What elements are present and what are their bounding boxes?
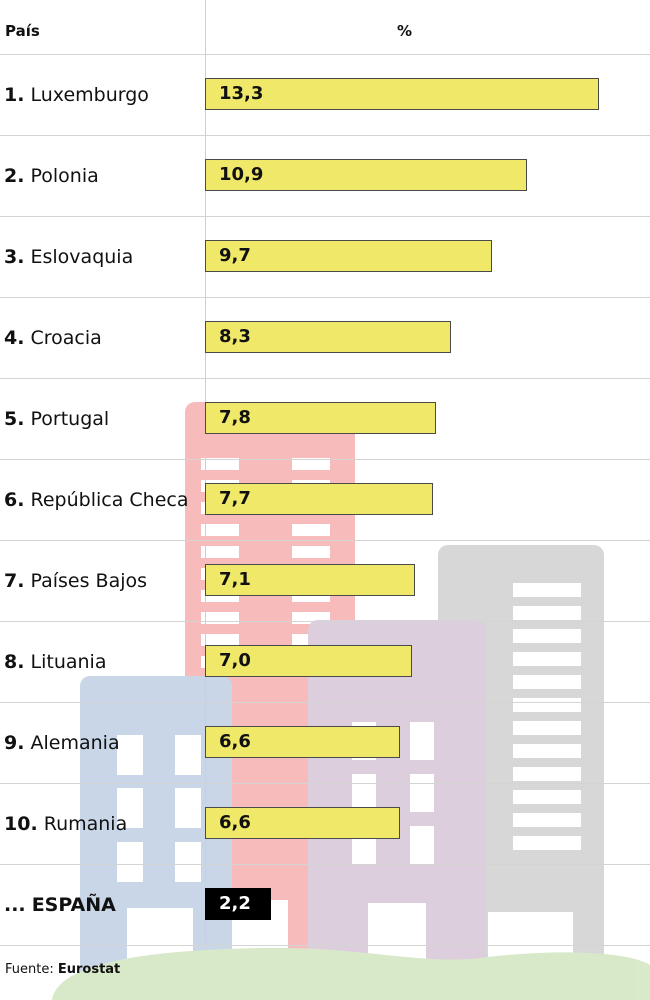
bar-highlight: 2,2 <box>205 888 271 920</box>
row-divider <box>0 378 650 379</box>
rank-label: 2. <box>4 165 25 187</box>
country-label: 4. Croacia <box>4 326 102 350</box>
table-row: 8. Lituania 7,0 <box>0 622 650 703</box>
row-divider <box>0 702 650 703</box>
table-row: 9. Alemania 6,6 <box>0 703 650 784</box>
country-label: 5. Portugal <box>4 407 109 431</box>
data-label: 13,3 <box>219 83 264 104</box>
column-header-percent: % <box>397 22 413 40</box>
bar: 7,8 <box>205 402 436 434</box>
table-row: 4. Croacia 8,3 <box>0 298 650 379</box>
data-label: 7,1 <box>219 569 251 590</box>
table-row: 6. República Checa 7,7 <box>0 460 650 541</box>
table-row: 1. Luxemburgo 13,3 <box>0 55 650 136</box>
country-name: Eslovaquia <box>30 246 134 268</box>
table-row: 7. Países Bajos 7,1 <box>0 541 650 622</box>
country-label: 7. Países Bajos <box>4 569 147 593</box>
data-label: 9,7 <box>219 245 251 266</box>
row-divider <box>0 216 650 217</box>
rank-label: 8. <box>4 651 25 673</box>
bar: 13,3 <box>205 78 599 110</box>
source-value: Eurostat <box>57 962 121 977</box>
row-divider <box>0 783 650 784</box>
row-divider <box>0 459 650 460</box>
country-label: ... ESPAÑA <box>4 893 116 917</box>
data-label: 6,6 <box>219 812 251 833</box>
bar: 6,6 <box>205 726 401 758</box>
bar: 7,0 <box>205 645 413 677</box>
bar: 6,6 <box>205 807 401 839</box>
data-label: 2,2 <box>219 893 251 914</box>
bar: 7,1 <box>205 564 416 596</box>
row-divider <box>0 864 650 865</box>
rank-label: 7. <box>4 570 25 592</box>
country-name: Países Bajos <box>30 570 148 592</box>
bar: 9,7 <box>205 240 492 272</box>
row-divider <box>0 135 650 136</box>
country-name: ESPAÑA <box>31 894 116 916</box>
country-label: 3. Eslovaquia <box>4 245 133 269</box>
rank-label: 6. <box>4 489 25 511</box>
country-label: 8. Lituania <box>4 650 106 674</box>
row-divider <box>0 621 650 622</box>
country-name: Alemania <box>30 732 120 754</box>
country-label: 2. Polonia <box>4 164 99 188</box>
country-name: Portugal <box>30 408 110 430</box>
row-divider <box>0 945 650 946</box>
data-label: 10,9 <box>219 164 264 185</box>
country-name: Croacia <box>30 327 102 349</box>
data-label: 7,0 <box>219 650 251 671</box>
rank-label: 4. <box>4 327 25 349</box>
source-note: Fuente: Eurostat <box>5 962 120 977</box>
rank-label: 3. <box>4 246 25 268</box>
bar: 8,3 <box>205 321 451 353</box>
country-name: Polonia <box>30 165 99 187</box>
row-divider <box>0 540 650 541</box>
country-label: 1. Luxemburgo <box>4 83 149 107</box>
source-label: Fuente: <box>5 962 54 977</box>
country-label: 9. Alemania <box>4 731 120 755</box>
rank-label: 1. <box>4 84 25 106</box>
table-row: 10. Rumania 6,6 <box>0 784 650 865</box>
country-name: República Checa <box>30 489 189 511</box>
row-divider <box>0 297 650 298</box>
rank-label: 9. <box>4 732 25 754</box>
axis-baseline <box>205 0 206 943</box>
bar: 7,7 <box>205 483 433 515</box>
rank-label: ... <box>4 894 26 916</box>
row-divider <box>0 54 650 55</box>
rank-label: 5. <box>4 408 25 430</box>
data-label: 8,3 <box>219 326 251 347</box>
column-header-country: País <box>5 22 40 40</box>
country-name: Lituania <box>30 651 107 673</box>
country-label: 6. República Checa <box>4 488 188 512</box>
table-row: ... ESPAÑA 2,2 <box>0 865 650 946</box>
rank-label: 10. <box>4 813 38 835</box>
bar: 10,9 <box>205 159 528 191</box>
country-label: 10. Rumania <box>4 812 127 836</box>
data-label: 6,6 <box>219 731 251 752</box>
country-name: Rumania <box>43 813 128 835</box>
data-label: 7,7 <box>219 488 251 509</box>
country-name: Luxemburgo <box>30 84 149 106</box>
table-row: 5. Portugal 7,8 <box>0 379 650 460</box>
table-row: 2. Polonia 10,9 <box>0 136 650 217</box>
data-label: 7,8 <box>219 407 251 428</box>
table-row: 3. Eslovaquia 9,7 <box>0 217 650 298</box>
